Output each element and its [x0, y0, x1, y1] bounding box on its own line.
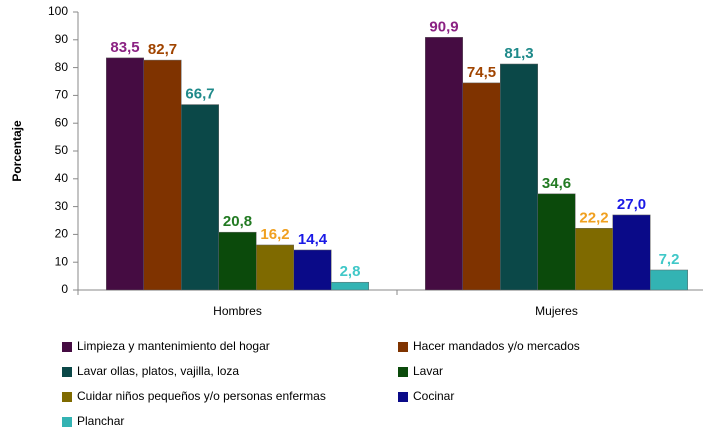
bar	[331, 281, 369, 291]
legend-label: Hacer mandados y/o mercados	[413, 339, 580, 353]
bar	[181, 104, 219, 291]
legend-label: Lavar	[413, 364, 443, 378]
value-label: 83,5	[110, 39, 139, 56]
legend-swatch	[62, 417, 72, 427]
y-tick-label: 50	[55, 143, 69, 157]
bar	[575, 228, 613, 291]
value-label: 27,0	[617, 196, 646, 213]
bar	[612, 214, 651, 291]
legend-swatch	[62, 342, 72, 352]
bar	[143, 59, 182, 291]
bar	[500, 63, 538, 291]
y-tick-label: 20	[55, 227, 69, 241]
y-axis-label: Porcentaje	[10, 120, 24, 182]
y-tick-label: 10	[55, 254, 69, 268]
value-label: 7,2	[659, 251, 680, 268]
value-label: 2,8	[340, 263, 361, 280]
value-label: 22,2	[579, 209, 608, 226]
legend-label: Planchar	[77, 414, 124, 428]
bar	[537, 193, 576, 291]
y-tick-label: 40	[55, 171, 69, 185]
x-tick-label: Mujeres	[535, 304, 578, 318]
legend-label: Lavar ollas, platos, vajilla, loza	[77, 364, 239, 378]
legend-label: Cocinar	[413, 389, 454, 403]
legend-swatch	[398, 367, 408, 377]
value-label: 20,8	[223, 213, 252, 230]
bar	[106, 57, 144, 291]
value-label: 66,7	[185, 86, 214, 103]
value-label: 81,3	[504, 45, 533, 62]
legend-label: Limpieza y mantenimiento del hogar	[77, 339, 270, 353]
legend-label: Cuidar niños pequeños y/o personas enfer…	[77, 389, 326, 403]
legend-swatch	[62, 367, 72, 377]
bar	[293, 249, 332, 291]
y-tick-label: 100	[48, 4, 68, 18]
value-label: 14,4	[298, 231, 328, 248]
legend-swatch	[398, 342, 408, 352]
bar	[462, 82, 501, 291]
y-tick-label: 90	[55, 32, 69, 46]
bar	[256, 244, 294, 291]
x-tick-label: Hombres	[213, 304, 262, 318]
y-tick-label: 70	[55, 88, 69, 102]
value-label: 34,6	[542, 175, 571, 192]
bar	[650, 269, 688, 291]
value-label: 90,9	[429, 18, 458, 35]
value-label: 82,7	[148, 41, 177, 58]
value-label: 16,2	[260, 226, 289, 243]
value-label: 74,5	[467, 64, 496, 81]
bar	[425, 37, 463, 291]
y-tick-label: 0	[61, 282, 68, 296]
legend-swatch	[62, 392, 72, 402]
y-tick-label: 80	[55, 60, 69, 74]
y-tick-label: 60	[55, 115, 69, 129]
y-tick-label: 30	[55, 199, 69, 213]
bar	[218, 231, 257, 291]
legend-swatch	[398, 392, 408, 402]
